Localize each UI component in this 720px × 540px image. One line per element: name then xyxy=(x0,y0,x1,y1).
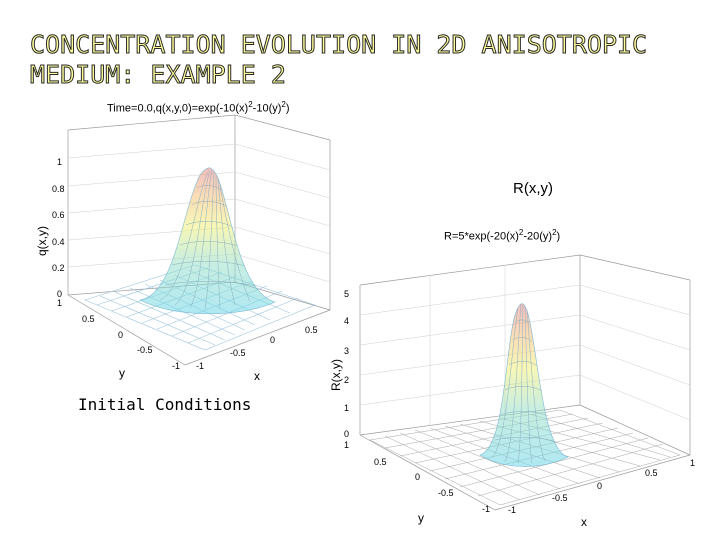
plot2-y-tick: 0 xyxy=(415,472,420,482)
plot1-title: Time=0.0,q(x,y,0)=exp(-10(x)2-10(y)2) xyxy=(107,100,290,115)
plot2-ylabel: y xyxy=(418,511,424,525)
plot1-z-tick: 0 xyxy=(57,289,62,299)
plot1-y-tick: -1 xyxy=(172,361,180,371)
plot2-surface-peak xyxy=(479,303,569,467)
plot1-y-tick: -0.5 xyxy=(137,345,153,355)
plot1-ylabel: y xyxy=(119,366,125,380)
plot2-z-ticks: 5 4 3 2 1 0 xyxy=(344,289,349,439)
plot2-x-tick: -0.5 xyxy=(552,493,568,503)
plot1-z-tick: 1 xyxy=(57,157,62,167)
plot1-y-tick: 0 xyxy=(118,330,123,340)
plot1-z-tick: 0.8 xyxy=(52,184,65,194)
plot2-x-ticks: 1 0.5 0 -0.5 -1 xyxy=(482,458,695,514)
plot1-x-tick: -0.5 xyxy=(230,348,246,358)
plot2-z-tick: 5 xyxy=(344,289,349,299)
plot2-x-tick: -1 xyxy=(482,504,490,514)
plot1-xlabel: x xyxy=(254,369,260,383)
plot1-y-tick: 0.5 xyxy=(82,314,95,324)
plot2-header: R(x,y) xyxy=(513,180,553,197)
slide-title-line-1: CONCENTRATION EVOLUTION IN 2D ANISOTROPI… xyxy=(30,30,648,60)
plot1-x-tick: -1 xyxy=(196,361,204,371)
plot2-y-ticks: 1 0.5 0 -0.5 -1 xyxy=(344,440,516,515)
plot2-xlabel: x xyxy=(581,515,587,529)
plot1-z-tick: 0.2 xyxy=(52,263,65,273)
plot1-z-tick: 0.4 xyxy=(52,237,65,247)
plot1-y-ticks: 1 0.5 0 -0.5 -1 xyxy=(57,298,180,371)
plot2-z-tick: 2 xyxy=(344,375,349,385)
plot2-y-tick: -1 xyxy=(508,505,516,515)
plot2-x-tick: 0 xyxy=(597,481,602,491)
plot1-caption: Initial Conditions xyxy=(78,395,252,414)
plot1-x-tick: 0 xyxy=(270,335,275,345)
slide-title-line-2: MEDIUM: EXAMPLE 2 xyxy=(30,60,287,90)
plot2-y-tick: 1 xyxy=(344,440,349,450)
plot2-x-tick: 0.5 xyxy=(645,468,658,478)
plot2-z-tick: 4 xyxy=(344,316,349,326)
plot2-z-tick: 3 xyxy=(344,346,349,356)
plot1-z-tick: 0.6 xyxy=(52,210,65,220)
plot1-x-ticks: 0.5 0 -0.5 -1 xyxy=(196,325,318,371)
plot2-y-tick: -0.5 xyxy=(438,488,454,498)
plot2-equation: R=5*exp(-20(x)2-20(y)2) xyxy=(444,228,561,243)
slide-title: CONCENTRATION EVOLUTION IN 2D ANISOTROPI… xyxy=(30,30,710,90)
plot2-z-tick: 0 xyxy=(344,429,349,439)
plot1-y-tick: 1 xyxy=(57,298,62,308)
plot1-x-tick: 0.5 xyxy=(305,325,318,335)
plot2-grid xyxy=(359,265,691,425)
plot2-z-tick: 1 xyxy=(344,403,349,413)
plot2-x-tick: 1 xyxy=(690,458,695,468)
plot1-surface-peak xyxy=(139,167,276,315)
plot2-y-tick: 0.5 xyxy=(374,457,387,467)
plot1-z-ticks: 1 0.8 0.6 0.4 0.2 0 xyxy=(52,157,65,299)
